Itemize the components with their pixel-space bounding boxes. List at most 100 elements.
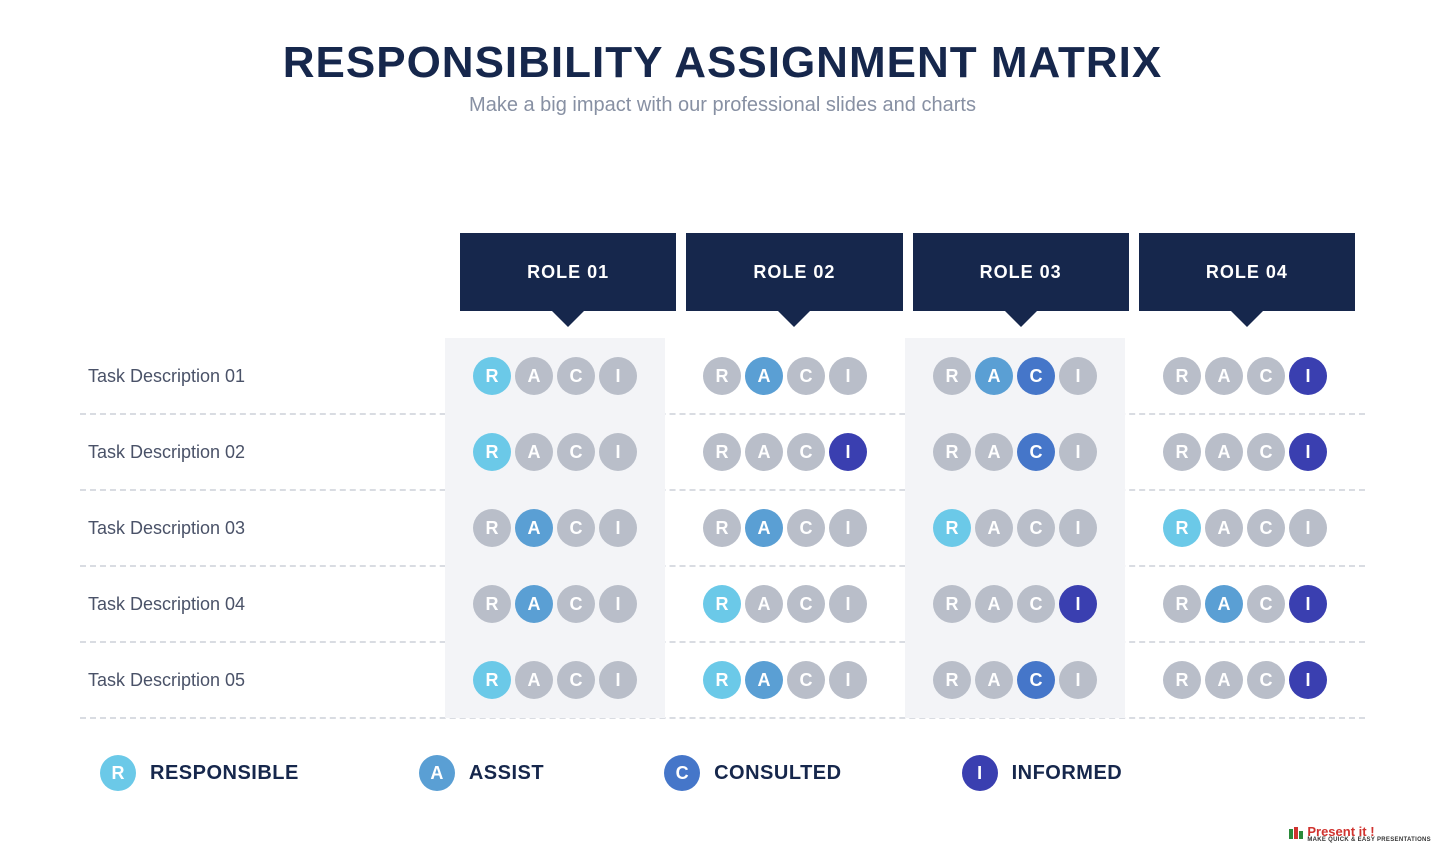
task-row: Task Description 04RACIRACIRACIRACI — [80, 567, 1365, 643]
raci-badge-r: R — [473, 661, 511, 699]
task-cells: RACIRACIRACIRACI — [445, 566, 1365, 642]
raci-cell: RACI — [445, 490, 665, 566]
task-row: Task Description 05RACIRACIRACIRACI — [80, 643, 1365, 719]
raci-badge-a: A — [515, 357, 553, 395]
raci-badge-i: I — [1059, 509, 1097, 547]
task-row: Task Description 01RACIRACIRACIRACI — [80, 339, 1365, 415]
raci-badge-c: C — [557, 661, 595, 699]
raci-matrix: ROLE 01 ROLE 02 ROLE 03 ROLE 04 Task Descri… — [80, 233, 1365, 719]
raci-badge-a: A — [1205, 357, 1243, 395]
raci-badge-c: C — [1017, 357, 1055, 395]
page-title: RESPONSIBILITY ASSIGNMENT MATRIX — [0, 38, 1445, 88]
raci-badge-c: C — [1017, 509, 1055, 547]
raci-badge-a: A — [745, 661, 783, 699]
task-cells: RACIRACIRACIRACI — [445, 414, 1365, 490]
raci-badge-r: R — [933, 357, 971, 395]
raci-badge-r: R — [703, 357, 741, 395]
task-cells: RACIRACIRACIRACI — [445, 642, 1365, 718]
raci-badge-i: I — [1289, 661, 1327, 699]
raci-cell: RACI — [905, 566, 1125, 642]
raci-badge-i: I — [829, 585, 867, 623]
task-label: Task Description 01 — [80, 366, 445, 387]
brand-logo: Present it ! MAKE QUICK & EASY PRESENTAT… — [1289, 824, 1431, 843]
raci-badge-r: R — [1163, 585, 1201, 623]
raci-badge-a: A — [1205, 661, 1243, 699]
task-label: Task Description 04 — [80, 594, 445, 615]
raci-cell: RACI — [675, 414, 895, 490]
legend-badge-a: A — [419, 755, 455, 791]
raci-cell: RACI — [445, 642, 665, 718]
raci-badge-a: A — [1205, 585, 1243, 623]
legend-label: ASSIST — [469, 762, 544, 785]
raci-badge-r: R — [933, 433, 971, 471]
raci-badge-r: R — [703, 433, 741, 471]
raci-badge-a: A — [975, 509, 1013, 547]
raci-badge-i: I — [829, 661, 867, 699]
raci-badge-i: I — [1059, 585, 1097, 623]
task-label: Task Description 03 — [80, 518, 445, 539]
raci-badge-i: I — [599, 661, 637, 699]
raci-cell: RACI — [1135, 338, 1355, 414]
raci-cell: RACI — [445, 566, 665, 642]
task-row: Task Description 03RACIRACIRACIRACI — [80, 491, 1365, 567]
raci-badge-i: I — [1289, 585, 1327, 623]
role-header: ROLE 04 — [1139, 233, 1355, 311]
legend: RRESPONSIBLEAASSISTCCONSULTEDIINFORMED — [100, 755, 1365, 791]
brand-icon — [1289, 827, 1303, 841]
raci-cell: RACI — [445, 338, 665, 414]
raci-badge-a: A — [515, 433, 553, 471]
raci-badge-i: I — [1289, 433, 1327, 471]
task-rows: Task Description 01RACIRACIRACIRACITask … — [80, 339, 1365, 719]
raci-badge-a: A — [745, 509, 783, 547]
role-headers-row: ROLE 01 ROLE 02 ROLE 03 ROLE 04 — [460, 233, 1365, 311]
raci-badge-c: C — [1247, 661, 1285, 699]
raci-badge-i: I — [829, 433, 867, 471]
raci-badge-c: C — [787, 509, 825, 547]
raci-badge-c: C — [787, 585, 825, 623]
raci-badge-r: R — [933, 661, 971, 699]
raci-badge-i: I — [1059, 357, 1097, 395]
raci-badge-a: A — [745, 585, 783, 623]
raci-badge-r: R — [933, 585, 971, 623]
raci-cell: RACI — [1135, 642, 1355, 718]
raci-badge-i: I — [599, 357, 637, 395]
legend-badge-c: C — [664, 755, 700, 791]
role-header-label: ROLE 04 — [1206, 262, 1288, 283]
raci-cell: RACI — [675, 566, 895, 642]
raci-badge-r: R — [473, 509, 511, 547]
role-header-label: ROLE 02 — [753, 262, 835, 283]
role-header: ROLE 03 — [913, 233, 1129, 311]
raci-badge-c: C — [1247, 433, 1285, 471]
raci-badge-c: C — [1247, 509, 1285, 547]
raci-badge-c: C — [557, 433, 595, 471]
raci-badge-r: R — [473, 585, 511, 623]
brand-tag: MAKE QUICK & EASY PRESENTATIONS — [1307, 837, 1431, 843]
role-header: ROLE 01 — [460, 233, 676, 311]
raci-badge-r: R — [703, 509, 741, 547]
raci-badge-a: A — [515, 509, 553, 547]
role-header-label: ROLE 01 — [527, 262, 609, 283]
legend-badge-i: I — [962, 755, 998, 791]
raci-cell: RACI — [905, 414, 1125, 490]
raci-badge-c: C — [1017, 433, 1055, 471]
raci-cell: RACI — [445, 414, 665, 490]
legend-item: C CONSULTED — [664, 755, 841, 791]
raci-cell: RACI — [1135, 414, 1355, 490]
raci-badge-c: C — [787, 433, 825, 471]
raci-badge-c: C — [1017, 661, 1055, 699]
raci-badge-r: R — [933, 509, 971, 547]
raci-badge-r: R — [703, 661, 741, 699]
raci-cell: RACI — [675, 338, 895, 414]
task-row: Task Description 02RACIRACIRACIRACI — [80, 415, 1365, 491]
raci-badge-c: C — [557, 357, 595, 395]
raci-badge-c: C — [1017, 585, 1055, 623]
raci-cell: RACI — [905, 490, 1125, 566]
legend-label: CONSULTED — [714, 762, 841, 785]
page-subtitle: Make a big impact with our professional … — [0, 94, 1445, 117]
raci-badge-a: A — [745, 433, 783, 471]
raci-cell: RACI — [1135, 490, 1355, 566]
raci-badge-i: I — [599, 433, 637, 471]
role-header: ROLE 02 — [686, 233, 902, 311]
raci-cell: RACI — [675, 490, 895, 566]
legend-label: RESPONSIBLE — [150, 762, 299, 785]
